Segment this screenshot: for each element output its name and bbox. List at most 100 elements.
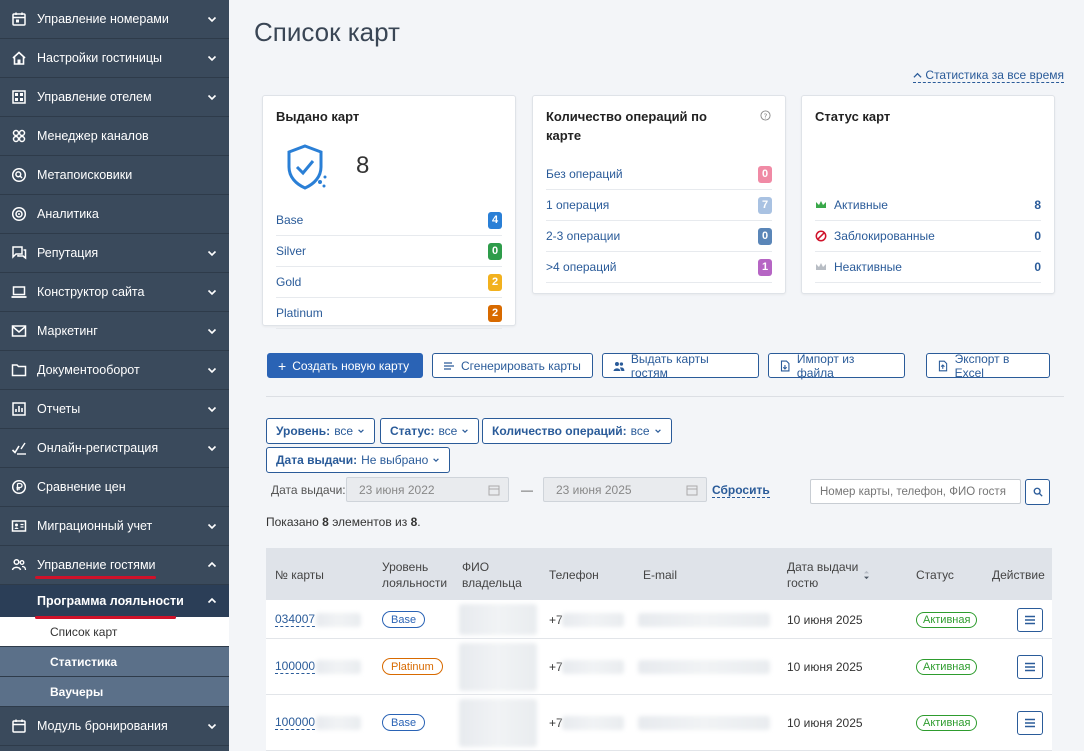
date-from-input[interactable]: 23 июня 2022: [346, 477, 509, 502]
folder-icon: [10, 361, 28, 379]
sidebar-item-label: Менеджер каналов: [37, 129, 149, 143]
col-owner[interactable]: ФИО владельца: [462, 560, 522, 590]
chevron-down-icon: [433, 458, 440, 463]
sidebar-sub-loyalty[interactable]: Программа лояльности: [0, 585, 229, 617]
issue-date-filter[interactable]: Дата выдачи: Не выбрано: [266, 447, 451, 473]
mail-icon: [10, 322, 28, 340]
generate-icon: [444, 361, 454, 370]
main-content: Список карт Статистика за все время Выда…: [229, 0, 1084, 751]
plus-icon: +: [278, 357, 287, 374]
sidebar-item-10[interactable]: Отчеты: [0, 390, 229, 429]
status-row-value: 8: [1034, 198, 1041, 212]
date-to-input[interactable]: 23 июня 2025: [543, 477, 707, 502]
sidebar-leaf-2[interactable]: Ваучеры: [0, 677, 229, 707]
signature-icon: [10, 439, 28, 457]
sidebar-leaf-1[interactable]: Статистика: [0, 647, 229, 677]
active-underline: [35, 576, 156, 579]
level-filter[interactable]: Уровень: все: [266, 418, 376, 444]
row-menu-button[interactable]: [1017, 608, 1043, 632]
sidebar-item-2[interactable]: Управление отелем: [0, 78, 229, 117]
ops-row-1[interactable]: 1 операция 7: [546, 190, 772, 221]
status-row-0[interactable]: Активные 8: [815, 190, 1041, 221]
sort-desc-icon[interactable]: [862, 570, 871, 580]
sidebar-item-9[interactable]: Документооборот: [0, 351, 229, 390]
sidebar-item-7[interactable]: Конструктор сайта: [0, 273, 229, 312]
ops-row-badge: 7: [758, 196, 772, 214]
sidebar-leaf-0[interactable]: Список карт: [0, 617, 229, 647]
sidebar-item-3[interactable]: Менеджер каналов: [0, 117, 229, 156]
menu-icon: [1025, 718, 1035, 728]
sidebar-item-0[interactable]: Управление номерами: [0, 0, 229, 39]
export-excel-button[interactable]: Экспорт в Excel: [926, 351, 1050, 380]
import-file-label: Импорт из файла: [796, 351, 855, 380]
col-issued[interactable]: Дата выдачи гостю: [787, 560, 859, 590]
blocked-icon: [815, 230, 827, 242]
sidebar-item-6[interactable]: Репутация: [0, 234, 229, 273]
sidebar-item-13[interactable]: Миграционный учет: [0, 507, 229, 546]
table-row[interactable]: 100000 Platinum +7 10 июня 2025 Активная: [266, 639, 1052, 695]
export-excel-label: Экспорт в Excel: [954, 351, 1010, 380]
shown-total: 8: [410, 515, 418, 529]
ops-row-3[interactable]: >4 операций 1: [546, 252, 772, 283]
col-card-no[interactable]: № карты: [275, 568, 324, 582]
col-email[interactable]: E-mail: [643, 568, 678, 582]
operations-filter[interactable]: Количество операций: все: [482, 418, 672, 444]
sidebar-item-12[interactable]: Сравнение цен: [0, 468, 229, 507]
col-level[interactable]: Уровень лояльности: [382, 560, 448, 590]
shown-prefix: Показано: [266, 515, 323, 529]
issued-row-base[interactable]: Base 4: [276, 205, 502, 236]
search-input[interactable]: [810, 479, 1021, 504]
sidebar-item-label: Модуль бронирования: [37, 719, 168, 733]
import-file-button[interactable]: Импорт из файла: [768, 351, 905, 380]
sidebar-item-5[interactable]: Аналитика: [0, 195, 229, 234]
file-import-icon: [780, 359, 790, 372]
search-button[interactable]: [1025, 479, 1050, 505]
status-row-value: 0: [1034, 229, 1041, 243]
phone-prefix: +7: [549, 613, 563, 627]
status-filter[interactable]: Статус: все: [380, 418, 480, 444]
search-icon: [1033, 487, 1043, 497]
table-row[interactable]: 100000 Base +7 10 июня 2025 Активная: [266, 695, 1052, 751]
sidebar-item-14[interactable]: Управление гостями: [0, 546, 229, 585]
sidebar-item-11[interactable]: Онлайн-регистрация: [0, 429, 229, 468]
card-number-link[interactable]: 100000: [275, 659, 316, 674]
redacted-email: [638, 613, 770, 627]
stats-all-time-link[interactable]: Статистика за все время: [913, 68, 1064, 83]
sidebar: Управление номерами Настройки гостиницы …: [0, 0, 229, 751]
status-filter-label: Статус:: [390, 424, 435, 438]
target-icon: [10, 205, 28, 223]
sidebar-item-1[interactable]: Настройки гостиницы: [0, 39, 229, 78]
booking-icon: [10, 717, 28, 735]
ops-row-0[interactable]: Без операций 0: [546, 159, 772, 190]
issue-cards-button[interactable]: Выдать карты гостям: [602, 352, 759, 380]
issued-row-platinum[interactable]: Platinum 2: [276, 298, 502, 329]
col-action: Действие: [992, 568, 1045, 582]
row-menu-button[interactable]: [1017, 655, 1043, 679]
card-number-link[interactable]: 034007: [275, 612, 316, 627]
stats-link-label: Статистика за все время: [925, 68, 1064, 82]
grid-icon: [10, 88, 28, 106]
status-row-1[interactable]: Заблокированные 0: [815, 221, 1041, 252]
help-icon[interactable]: ?: [760, 110, 771, 121]
sidebar-item-8[interactable]: Маркетинг: [0, 312, 229, 351]
ops-row-2[interactable]: 2-3 операции 0: [546, 221, 772, 252]
level-badge: Base: [382, 611, 426, 628]
issued-cards-title: Выдано карт: [276, 109, 360, 124]
col-phone[interactable]: Телефон: [549, 568, 599, 582]
status-row-2[interactable]: Неактивные 0: [815, 252, 1041, 283]
reset-filters-link[interactable]: Сбросить: [712, 483, 770, 498]
row-menu-button[interactable]: [1017, 711, 1043, 735]
card-number-link[interactable]: 100000: [275, 715, 316, 730]
create-card-button[interactable]: + Создать новую карту: [267, 353, 423, 378]
chevron-down-icon: [206, 286, 218, 298]
table-row[interactable]: 034007 Base +7 10 июня 2025 Активная: [266, 600, 1052, 639]
issued-row-gold[interactable]: Gold 2: [276, 267, 502, 298]
sidebar-item-4[interactable]: Метапоисковики: [0, 156, 229, 195]
status-row-label-wrap: Активные: [815, 198, 888, 212]
col-status[interactable]: Статус: [916, 568, 954, 582]
date-range-label: Дата выдачи:: [271, 483, 346, 497]
issued-row-silver[interactable]: Silver 0: [276, 236, 502, 267]
ops-row-label: 1 операция: [546, 198, 610, 212]
generate-cards-button[interactable]: Сгенерировать карты: [432, 353, 593, 378]
sidebar-item-booking[interactable]: Модуль бронирования: [0, 707, 229, 746]
